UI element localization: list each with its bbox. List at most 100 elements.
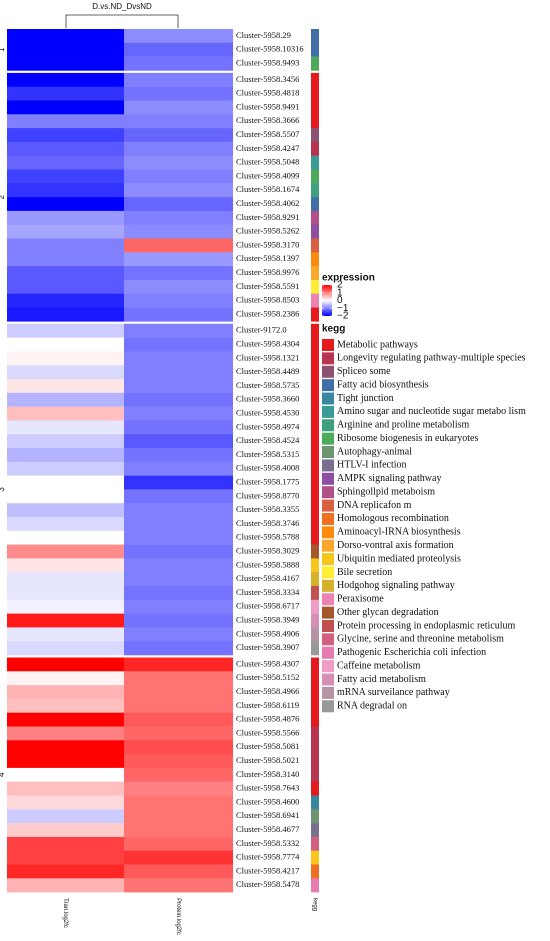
row-label: Cluster-5958.5048 — [236, 157, 299, 167]
heat-cell — [124, 558, 233, 573]
kegg-cell — [311, 86, 319, 101]
row-label: Cluster-5958.5735 — [236, 380, 299, 390]
legend-label: Sphingollpid metaboism — [337, 486, 435, 497]
heat-cell — [7, 754, 124, 769]
kegg-cell — [311, 795, 319, 810]
heat-cell — [124, 475, 233, 490]
row-label: Cluster-5958.3170 — [236, 239, 299, 249]
kegg-cell — [311, 740, 319, 755]
heat-cell — [124, 365, 233, 380]
heat-cell — [7, 379, 124, 394]
heat-cell — [124, 698, 233, 713]
heat-cell — [7, 238, 124, 253]
heat-cell — [7, 279, 124, 294]
heat-cell — [124, 754, 233, 769]
kegg-cell — [311, 128, 319, 143]
column-label: Protein.log2fc — [175, 898, 181, 935]
kegg-cell — [311, 878, 319, 893]
heat-cell — [7, 56, 124, 71]
heat-cell — [124, 795, 233, 810]
legend-title: kegg — [322, 324, 345, 335]
heat-cell — [7, 530, 124, 545]
legend-label: Autophagy-animal — [337, 446, 412, 457]
legend-swatch — [322, 526, 334, 539]
group-label: 2 — [0, 194, 6, 199]
heat-cell — [124, 141, 233, 156]
heat-cell — [7, 627, 124, 642]
legend-label: Homologous recombination — [337, 513, 449, 524]
heat-cell — [124, 657, 233, 672]
kegg-cell — [311, 114, 319, 129]
kegg-cell — [311, 586, 319, 601]
heat-cell — [7, 572, 124, 587]
kegg-cell — [311, 850, 319, 865]
kegg-cell — [311, 42, 319, 57]
legend-swatch — [322, 472, 334, 485]
heat-cell — [7, 781, 124, 796]
row-label: Cluster-5958.5591 — [236, 281, 299, 291]
legend-swatch — [322, 499, 334, 512]
row-label: Cluster-5958.4677 — [236, 824, 299, 834]
legend-swatch — [322, 593, 334, 606]
row-label: Cluster-5958.2386 — [236, 308, 299, 318]
heat-cell — [7, 252, 124, 267]
kegg-cell — [311, 503, 319, 518]
heat-cell — [124, 238, 233, 253]
legend-swatch — [322, 646, 334, 659]
heat-cell — [7, 42, 124, 57]
row-label: Cluster-5958.9976 — [236, 267, 299, 277]
row-label: Cluster-5958.4524 — [236, 435, 300, 445]
row-label: Cluster-5958.3907 — [236, 642, 299, 652]
heat-cell — [124, 86, 233, 101]
row-label: Cluster-5958.5566 — [236, 727, 299, 737]
heat-cell — [124, 169, 233, 184]
kegg-cell — [311, 365, 319, 380]
heat-cell — [124, 100, 233, 115]
row-label: Cluster-5958.5788 — [236, 532, 299, 542]
heat-cell — [7, 740, 124, 755]
legend-label: Arginine and proline metabolism — [337, 420, 470, 431]
kegg-cell — [311, 685, 319, 700]
row-label: Cluster-5958.1775 — [236, 476, 299, 486]
kegg-cell — [311, 613, 319, 628]
heat-cell — [7, 141, 124, 156]
heat-cell — [7, 448, 124, 463]
row-label: Cluster-5958.3746 — [236, 518, 299, 528]
kegg-cell — [311, 197, 319, 212]
row-label: Cluster-5958.29 — [236, 30, 291, 40]
heat-cell — [7, 293, 124, 308]
kegg-cell — [311, 351, 319, 366]
heat-cell — [124, 461, 233, 476]
legend-label: Peraxisome — [337, 594, 384, 605]
heat-cell — [124, 379, 233, 394]
colorbar-tick-label: 2 — [337, 280, 343, 291]
heat-cell — [124, 517, 233, 532]
heat-cell — [124, 712, 233, 727]
row-label: Cluster-5958.7643 — [236, 783, 299, 793]
kegg-cell — [311, 698, 319, 713]
row-label: Cluster-5958.4966 — [236, 686, 299, 696]
heat-cell — [7, 365, 124, 380]
kegg-cell — [311, 726, 319, 741]
heat-cell — [124, 183, 233, 198]
row-label: Cluster-5958.3456 — [236, 74, 299, 84]
heat-cell — [7, 558, 124, 573]
heat-cell — [124, 29, 233, 44]
heat-cell — [7, 100, 124, 115]
heat-cell — [7, 698, 124, 713]
kegg-cell — [311, 657, 319, 672]
kegg-cell — [311, 155, 319, 170]
heat-cell — [7, 461, 124, 476]
row-label: Cluster-5958.5888 — [236, 559, 299, 569]
heat-cell — [124, 572, 233, 587]
group-label: 1 — [0, 47, 6, 52]
kegg-cell — [311, 238, 319, 253]
row-label: Cluster-5958.3029 — [236, 545, 299, 555]
heat-cell — [124, 197, 233, 212]
heat-cell — [7, 114, 124, 129]
heat-cell — [124, 252, 233, 267]
heat-cell — [7, 864, 124, 879]
heat-cell — [124, 740, 233, 755]
heat-cell — [124, 42, 233, 57]
heat-cell — [7, 613, 124, 628]
